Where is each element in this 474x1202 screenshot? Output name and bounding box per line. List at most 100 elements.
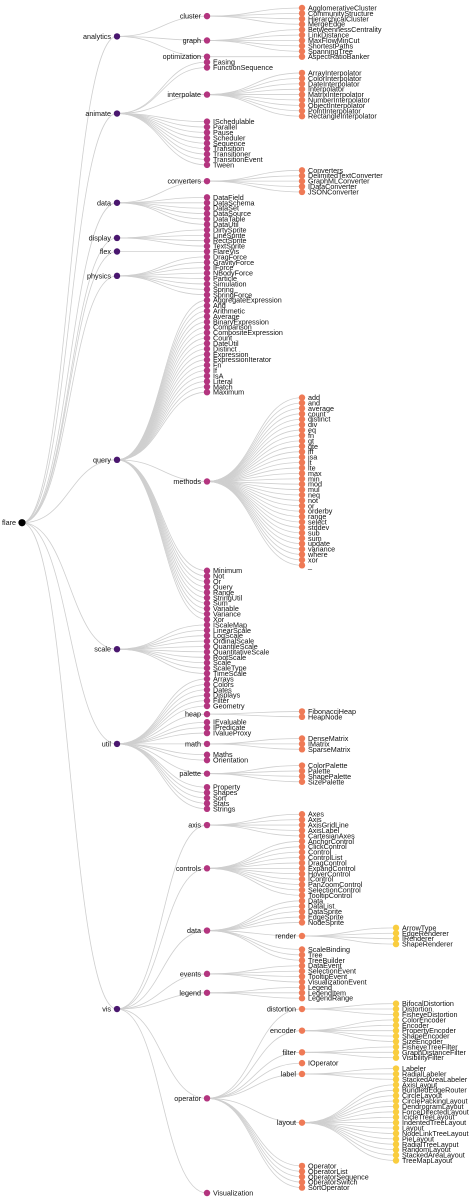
node-marker [113,234,121,242]
node-label: LinkDistance [308,31,349,40]
tree-node-dates: Dates [203,685,232,694]
tree-node-variance: Variance [203,610,241,619]
tree-link [21,522,118,1010]
tree-link [206,911,303,931]
node-marker [203,205,211,212]
node-marker [298,1070,306,1078]
tree-node-where: where [298,550,328,559]
node-marker [203,237,211,244]
node-marker [203,600,211,607]
tree-link [116,648,208,664]
node-marker [203,654,211,661]
node-marker [113,110,121,117]
tree-link [206,1097,303,1188]
node-marker [298,773,306,780]
tree-node-circlelayout: CircleLayout [392,1091,442,1100]
node-label: Data [308,896,323,905]
node-marker [203,719,211,726]
tree-node-eq: eq [298,426,316,435]
tree-node-util: util [102,739,121,748]
tree-link [206,916,303,931]
tree-link [21,251,118,524]
tree-link [116,237,208,247]
tree-node-distortion: Distortion [392,1005,432,1014]
node-marker [298,1027,306,1034]
tree-link [301,1051,397,1059]
tree-node-variance: variance [298,545,335,554]
tree-link [206,413,303,482]
node-label: variance [308,545,335,554]
node-marker [203,226,211,234]
tree-node-bifocaldistortion: BifocalDistortion [392,999,454,1008]
node-marker [298,31,306,39]
node-label: Distortion [402,1005,432,1014]
tree-node-filter: Filter [203,696,230,705]
node-label: Comparison [213,323,252,332]
tree-node-colorpalette: ColorPalette [298,761,348,770]
tree-node-scalebinding: ScaleBinding [298,945,350,954]
node-label: encoder [270,1026,297,1035]
tree-link [116,353,208,461]
tree-node-radiallabeler: RadialLabeler [392,1069,447,1078]
tree-link [206,481,303,566]
node-marker [298,881,306,888]
node-label: range [308,512,326,521]
node-marker [203,367,211,374]
node-marker [203,140,211,147]
node-label: Particle [213,274,237,283]
node-label: ObjectInterpolator [308,101,366,110]
node-label: BinaryExpression [213,317,269,326]
node-label: Or [213,577,222,586]
node-marker [298,962,306,969]
node-label: SortOperator [308,1183,350,1192]
tree-node-rootscale: RootScale [203,653,246,662]
node-label: Palette [308,766,330,775]
tree-node-expression: Expression [203,350,249,359]
node-marker [298,448,306,455]
node-label: ColorInterpolator [308,74,362,83]
tree-node-logscale: LogScale [203,631,243,640]
tree-node-transitionevent: TransitionEvent [203,155,263,164]
node-marker [203,648,211,656]
node-marker [392,1043,400,1051]
node-marker [392,1114,400,1121]
tree-node-not: not [298,496,318,505]
tree-node-query: query [93,455,121,464]
node-label: QuantitativeScale [213,647,269,656]
node-label: gte [308,442,318,451]
node-marker [392,940,400,948]
node-label: AxisLayout [402,1080,437,1089]
node-label: Interpolator [308,85,345,94]
tree-nodes: AgglomerativeClusterCommunityStructureHi… [2,4,469,1198]
tree-link [206,713,303,718]
tree-node-vis: vis [102,1005,121,1014]
tree-link [206,970,303,975]
node-label: Sequence [213,139,245,148]
tree-link [116,332,208,461]
tree-node-data: data [97,198,121,207]
tree-node-gravityforce: GravityForce [203,258,254,267]
tree-node-edgerenderer: EdgeRenderer [392,929,449,938]
node-marker [203,269,211,277]
node-marker [113,199,121,206]
node-label: vis [102,1005,111,1014]
tree-link [116,973,208,1010]
node-marker [298,443,306,450]
tree-link [116,113,208,133]
node-label: DendrogramLayout [402,1102,464,1111]
tree-node-stats: Stats [203,799,230,808]
tree-link [116,113,208,155]
node-marker [203,232,211,239]
node-label: RadialTreeLayout [402,1140,458,1149]
tree-link [301,1122,397,1161]
node-label: and [308,399,320,408]
tree-node-simulation: Simulation [203,279,247,288]
tree-node-fisheyetreefilter: FisheyeTreeFilter [392,1042,458,1051]
node-marker [392,1086,400,1094]
tree-link [116,36,208,41]
node-label: AxisLabel [308,826,340,835]
tree-node-arrays: Arrays [203,674,234,683]
tree-node-dateutil: DateUtil [203,339,239,348]
node-label: IMatrix [308,739,330,748]
node-label: Operator [308,1161,337,1170]
